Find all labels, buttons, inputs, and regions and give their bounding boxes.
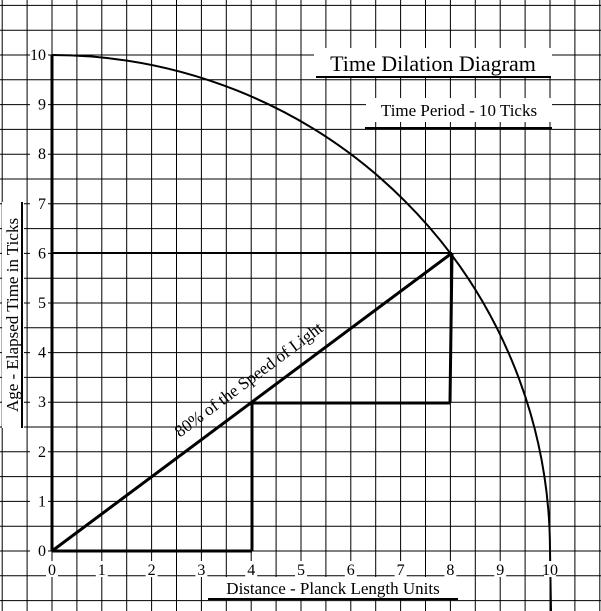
ticks: 0 1 2 3 4 5 6 7 8 9 10 0 1 2 3 4 5 6 7 8 9 10 xyxy=(30,46,558,579)
tick-bg xyxy=(544,561,556,577)
y-axis-label: Age - Elapsed Time in Ticks xyxy=(3,218,22,412)
y-tick-label: 10 xyxy=(30,47,46,64)
tick-bg xyxy=(30,145,48,162)
y-tick-label: 6 xyxy=(38,245,46,262)
y-tick-label: 0 xyxy=(38,543,46,560)
tick-bg xyxy=(444,561,457,577)
tick-bg xyxy=(30,393,48,410)
tick-bg xyxy=(95,561,108,577)
circle-arc xyxy=(51,54,552,611)
tick-bg xyxy=(494,561,507,577)
y-tick-label: 2 xyxy=(38,444,46,461)
tick-bg xyxy=(30,442,48,459)
tick-bg xyxy=(245,561,258,577)
x-tick-label: 3 xyxy=(197,562,205,579)
x-tick-label: 4 xyxy=(247,562,255,579)
tick-bg xyxy=(344,561,357,577)
x-tick-label: 5 xyxy=(297,562,305,579)
title-bg xyxy=(314,48,552,76)
title: Time Dilation Diagram xyxy=(330,51,536,76)
tick-bg xyxy=(145,561,158,577)
subtitle: Time Period - 10 Ticks xyxy=(381,101,537,120)
tick-bg xyxy=(30,294,48,310)
y-tick-label: 1 xyxy=(38,493,46,510)
x-tick-label: 8 xyxy=(446,562,454,579)
tick-bg xyxy=(46,561,58,577)
y-tick-label: 8 xyxy=(38,146,46,163)
annotation: 80% of the Speed of Light xyxy=(171,318,327,441)
x-tick-label: 7 xyxy=(397,562,405,579)
x-tick-label: 6 xyxy=(347,562,355,579)
tick-bg xyxy=(394,561,407,577)
y-tick-label: 7 xyxy=(38,196,46,213)
x-tick-label: 10 xyxy=(542,562,558,579)
x-tick-label: 1 xyxy=(98,562,106,579)
tick-bg xyxy=(30,244,48,261)
y-tick-label: 5 xyxy=(38,295,46,312)
y-label-group: Age - Elapsed Time in Ticks xyxy=(2,202,24,428)
x-label-bg xyxy=(208,577,458,599)
y-tick-label: 4 xyxy=(38,345,46,362)
tick-bg xyxy=(295,561,307,577)
subtitle-bg xyxy=(366,98,552,122)
x-tick-label: 2 xyxy=(148,562,156,579)
vertical-line xyxy=(448,252,454,404)
y-tick-label: 9 xyxy=(38,97,46,114)
tick-bg xyxy=(30,46,48,62)
y-label-bg xyxy=(2,202,24,428)
x-axis-label: Distance - Planck Length Units xyxy=(226,579,439,598)
tick-bg xyxy=(30,194,48,211)
y-tick-label: 3 xyxy=(38,394,46,411)
tick-bg xyxy=(30,492,48,509)
tick-bg xyxy=(30,343,48,360)
tick-bg xyxy=(195,561,208,577)
x-tick-label: 9 xyxy=(496,562,504,579)
x-tick-label: 0 xyxy=(48,562,56,579)
tick-bg xyxy=(30,95,48,112)
tick-bg xyxy=(30,542,48,558)
